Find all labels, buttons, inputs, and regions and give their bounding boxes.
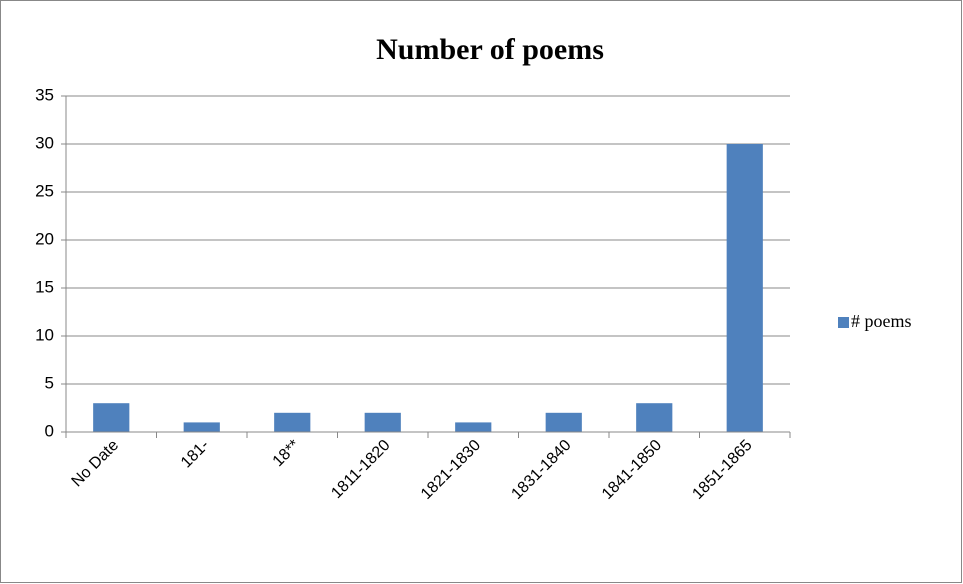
y-tick-label: 25 (35, 181, 54, 200)
bar (364, 412, 401, 432)
bar (93, 403, 130, 432)
y-tick-label: 15 (35, 277, 54, 296)
bar (455, 422, 492, 432)
y-tick-label: 10 (35, 325, 54, 344)
y-tick-label: 35 (35, 85, 54, 104)
y-tick-label: 0 (45, 421, 54, 440)
y-tick-label: 30 (35, 133, 54, 152)
bar (726, 144, 763, 432)
legend-label: # poems (851, 311, 912, 331)
bar (636, 403, 673, 432)
bar (274, 412, 311, 432)
y-tick-label: 20 (35, 229, 54, 248)
legend-swatch (838, 317, 849, 328)
y-tick-label: 5 (45, 373, 54, 392)
bar (183, 422, 220, 432)
chart-title: Number of poems (376, 33, 604, 66)
bar (545, 412, 582, 432)
